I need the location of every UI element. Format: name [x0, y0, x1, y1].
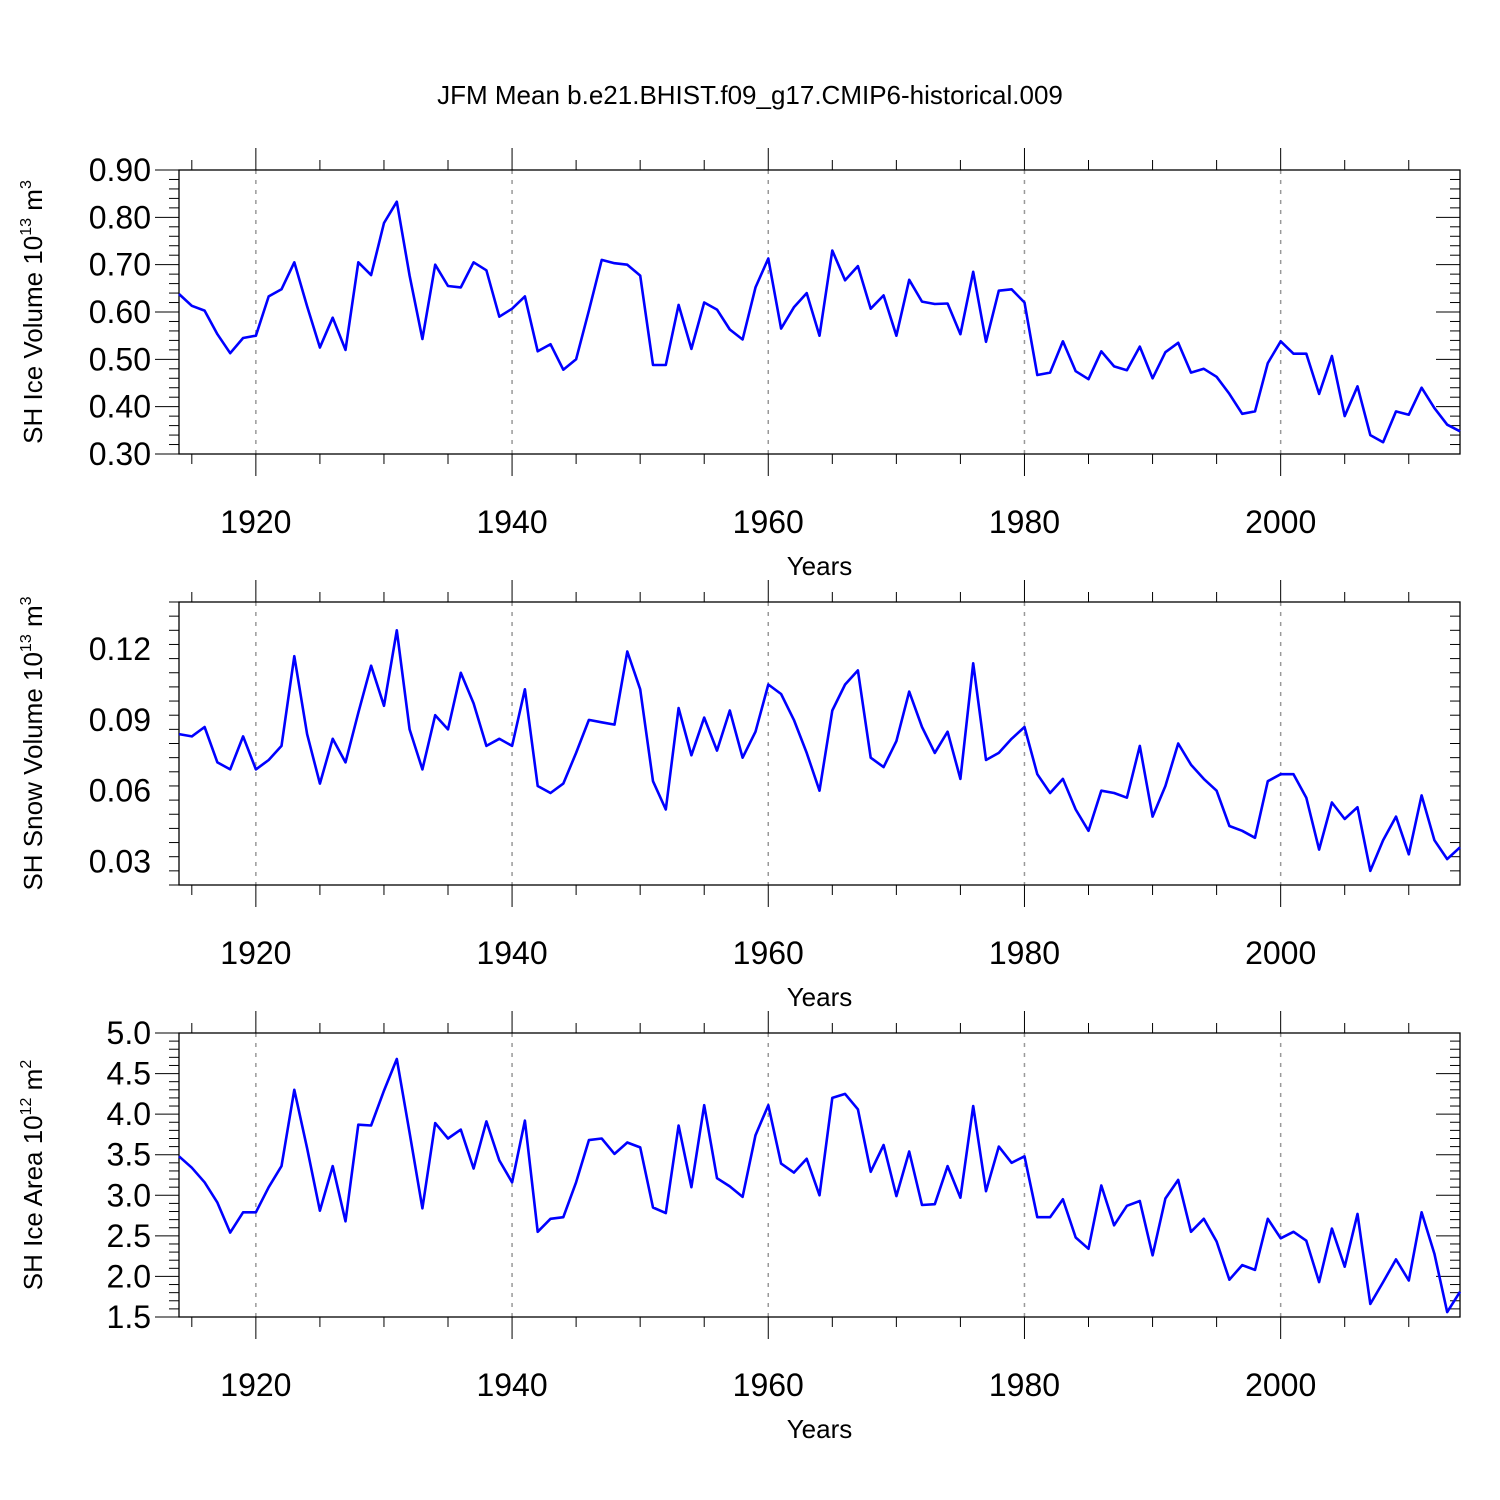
panel3-ytick-label: 3.0: [107, 1177, 151, 1213]
panel1-ytick-label: 0.70: [89, 247, 151, 283]
panel1-ytick-label: 0.90: [89, 152, 151, 188]
figure-title: JFM Mean b.e21.BHIST.f09_g17.CMIP6-histo…: [437, 80, 1063, 110]
panel2-ytick-label: 0.09: [89, 702, 151, 738]
panel1-ytick-label: 0.30: [89, 436, 151, 472]
panel1-ytick-label: 0.80: [89, 199, 151, 235]
panel2-xtick-label: 1940: [476, 935, 547, 971]
panel1-ytick-label: 0.50: [89, 341, 151, 377]
panel3-frame: [178, 1032, 1461, 1318]
panel1-frame: [178, 169, 1461, 455]
panel3-xtick-label: 1980: [989, 1367, 1060, 1403]
panel2-y-axis-label: SH Snow Volume 1013 m3: [18, 596, 48, 890]
panel2-frame: [178, 601, 1461, 886]
panel3-xtick-label: 1940: [476, 1367, 547, 1403]
panel3-xtick-label: 1920: [220, 1367, 291, 1403]
panel3-ytick-label: 3.5: [107, 1137, 151, 1173]
panel2-xtick-label: 1920: [220, 935, 291, 971]
panel1-ytick-label: 0.60: [89, 294, 151, 330]
panel2-xtick-label: 1980: [989, 935, 1060, 971]
panel3-x-axis-label: Years: [787, 1414, 853, 1444]
panel3-ytick-label: 5.0: [107, 1015, 151, 1051]
panel3-ytick-label: 2.5: [107, 1218, 151, 1254]
panel2-xtick-label: 1960: [733, 935, 804, 971]
panel1-xtick-label: 1960: [733, 504, 804, 540]
panel2-series-line: [178, 628, 1461, 873]
panel3-xtick-label: 1960: [733, 1367, 804, 1403]
panel1-series-line: [178, 200, 1461, 444]
panel2-x-axis-label: Years: [787, 982, 853, 1012]
panel3-ytick-label: 2.0: [107, 1258, 151, 1294]
panel1-x-axis-label: Years: [787, 551, 853, 581]
panel1-xtick-label: 2000: [1245, 504, 1316, 540]
panel3-xtick-label: 2000: [1245, 1367, 1316, 1403]
panel3-ytick-label: 4.0: [107, 1096, 151, 1132]
panel1-xtick-label: 1940: [476, 504, 547, 540]
panel2-ytick-label: 0.06: [89, 773, 151, 809]
panel2-ytick-label: 0.03: [89, 843, 151, 879]
panel3-ytick-label: 4.5: [107, 1056, 151, 1092]
panel2-ytick-label: 0.12: [89, 631, 151, 667]
panel1-ytick-label: 0.40: [89, 389, 151, 425]
panel1-xtick-label: 1980: [989, 504, 1060, 540]
panel1-y-axis-label: SH Ice Volume 1013 m3: [18, 180, 48, 444]
panel3-y-axis-label: SH Ice Area 1012 m2: [18, 1060, 48, 1291]
panel1-xtick-label: 1920: [220, 504, 291, 540]
panel3-series-line: [178, 1057, 1462, 1314]
panel3-ytick-label: 1.5: [107, 1299, 151, 1335]
panel2-xtick-label: 2000: [1245, 935, 1316, 971]
